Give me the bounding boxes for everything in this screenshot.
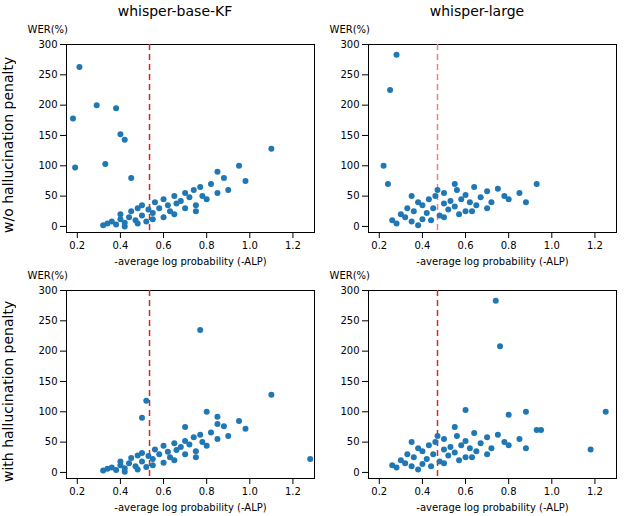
svg-text:0.6: 0.6	[156, 486, 172, 497]
svg-text:50: 50	[45, 190, 58, 201]
svg-text:150: 150	[340, 376, 359, 387]
svg-text:0.6: 0.6	[458, 240, 474, 251]
svg-text:300: 300	[340, 285, 359, 296]
svg-text:0.4: 0.4	[414, 240, 430, 251]
svg-text:200: 200	[340, 99, 359, 110]
html-text:w/o hallucination penalty: w/o hallucination penalty	[0, 56, 16, 234]
svg-text:50: 50	[45, 436, 58, 447]
svg-text:250: 250	[38, 69, 57, 80]
svg-text:0.2: 0.2	[69, 486, 85, 497]
svg-text:0.8: 0.8	[199, 240, 215, 251]
svg-text:1.2: 1.2	[587, 486, 603, 497]
svg-text:150: 150	[38, 130, 57, 141]
svg-text:1.0: 1.0	[544, 486, 560, 497]
svg-text:50: 50	[347, 190, 360, 201]
svg-text:200: 200	[340, 345, 359, 356]
svg-text:0.4: 0.4	[414, 486, 430, 497]
svg-text:250: 250	[340, 69, 359, 80]
svg-text:1.2: 1.2	[285, 486, 301, 497]
svg-text:300: 300	[38, 39, 57, 50]
svg-text:0.2: 0.2	[69, 240, 85, 251]
svg-text:0: 0	[51, 467, 57, 478]
svg-text:1.2: 1.2	[587, 240, 603, 251]
html-text:with hallucination penalty: with hallucination penalty	[0, 300, 16, 482]
svg-text:100: 100	[340, 406, 359, 417]
svg-text:150: 150	[38, 376, 57, 387]
svg-text:0.8: 0.8	[501, 486, 517, 497]
svg-text:1.2: 1.2	[285, 240, 301, 251]
svg-text:100: 100	[38, 406, 57, 417]
svg-text:1.0: 1.0	[544, 240, 560, 251]
svg-text:WER(%): WER(%)	[330, 270, 371, 281]
svg-text:WER(%): WER(%)	[28, 24, 69, 35]
svg-text:0.6: 0.6	[156, 240, 172, 251]
svg-text:250: 250	[38, 315, 57, 326]
svg-text:100: 100	[38, 160, 57, 171]
svg-text:0.8: 0.8	[501, 240, 517, 251]
svg-text:1.0: 1.0	[242, 486, 258, 497]
svg-text:0: 0	[353, 221, 359, 232]
svg-text:100: 100	[340, 160, 359, 171]
html-text:whisper-large: whisper-large	[429, 3, 525, 19]
svg-text:1.0: 1.0	[242, 240, 258, 251]
svg-text:200: 200	[38, 345, 57, 356]
svg-text:0: 0	[353, 467, 359, 478]
svg-text:-average log probability (-ALP: -average log probability (-ALP)	[114, 502, 266, 513]
svg-text:0: 0	[51, 221, 57, 232]
svg-text:0.4: 0.4	[112, 240, 128, 251]
svg-text:250: 250	[340, 315, 359, 326]
svg-text:300: 300	[38, 285, 57, 296]
svg-text:300: 300	[340, 39, 359, 50]
svg-text:150: 150	[340, 130, 359, 141]
svg-text:200: 200	[38, 99, 57, 110]
svg-text:-average log probability (-ALP: -average log probability (-ALP)	[416, 502, 568, 513]
svg-text:-average log probability (-ALP: -average log probability (-ALP)	[416, 256, 568, 267]
html-text:whisper-base-KF: whisper-base-KF	[117, 3, 233, 19]
svg-text:0.8: 0.8	[199, 486, 215, 497]
svg-text:WER(%): WER(%)	[330, 24, 371, 35]
svg-text:50: 50	[347, 436, 360, 447]
svg-text:0.2: 0.2	[371, 240, 387, 251]
svg-text:0.4: 0.4	[112, 486, 128, 497]
svg-text:-average log probability (-ALP: -average log probability (-ALP)	[114, 256, 266, 267]
svg-text:WER(%): WER(%)	[28, 270, 69, 281]
svg-text:0.2: 0.2	[371, 486, 387, 497]
svg-text:0.6: 0.6	[458, 486, 474, 497]
